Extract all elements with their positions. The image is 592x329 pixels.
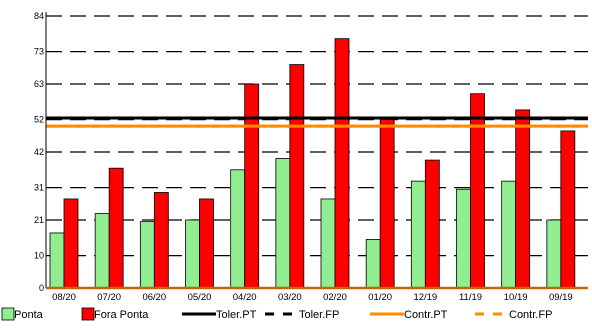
legend-label: Contr.FP xyxy=(509,309,552,321)
bar-fora-ponta xyxy=(334,38,350,289)
bar-fora-ponta xyxy=(424,159,440,289)
x-tick-label: 03/20 xyxy=(278,292,302,303)
y-tick-label: 21 xyxy=(34,215,44,225)
bar-fora-ponta xyxy=(244,83,260,289)
bar-fora-ponta xyxy=(470,93,485,289)
x-tick-label: 02/20 xyxy=(323,292,347,303)
bar-ponta xyxy=(139,221,155,289)
bar-ponta xyxy=(456,188,471,289)
x-tick-label: 09/19 xyxy=(549,292,573,303)
x-tick-label: 01/20 xyxy=(368,292,392,303)
legend-swatch xyxy=(81,307,95,321)
y-tick-label: 42 xyxy=(34,147,44,157)
x-tick-label: 11/19 xyxy=(459,292,482,303)
bar-ponta xyxy=(94,213,110,289)
y-tick-label: 63 xyxy=(34,79,44,89)
bar-ponta xyxy=(410,180,426,289)
bar-ponta xyxy=(546,219,562,289)
x-tick-label: 08/20 xyxy=(52,292,76,303)
y-tick-label: 52 xyxy=(34,115,44,125)
y-tick-label: 73 xyxy=(34,47,44,57)
bar-fora-ponta xyxy=(560,130,576,289)
x-tick-label: 07/20 xyxy=(97,292,121,303)
x-tick-label: 12/19 xyxy=(413,292,437,303)
legend-label: Toler.FP xyxy=(299,309,339,321)
bar-fora-ponta xyxy=(63,198,79,289)
bar-fora-ponta xyxy=(199,198,214,289)
x-tick-label: 06/20 xyxy=(142,292,166,303)
legend-label: Ponta xyxy=(14,309,44,321)
y-tick-label: 84 xyxy=(34,11,44,21)
y-tick-label: 0 xyxy=(39,283,44,293)
bar-ponta xyxy=(275,158,291,289)
bar-fora-ponta xyxy=(108,167,124,289)
bar-fora-ponta xyxy=(153,192,169,289)
bar-ponta xyxy=(185,219,200,289)
bar-fora-ponta xyxy=(289,64,305,289)
bar-ponta xyxy=(501,180,517,289)
x-tick-label: 10/19 xyxy=(504,292,528,303)
bar-ponta xyxy=(320,198,336,289)
y-tick-label: 31 xyxy=(34,183,44,193)
legend-swatch xyxy=(1,307,15,321)
legend-label: Fora Ponta xyxy=(94,309,149,321)
x-tick-label: 05/20 xyxy=(188,292,212,303)
legend-label: Toler.PT xyxy=(216,309,257,321)
bar-fora-ponta xyxy=(379,119,395,289)
bar-ponta xyxy=(49,232,65,289)
bar-fora-ponta xyxy=(515,109,531,289)
x-tick-label: 04/20 xyxy=(233,292,257,303)
bar-ponta xyxy=(365,239,381,289)
bar-ponta xyxy=(230,169,246,289)
y-tick-label: 10 xyxy=(34,251,44,261)
legend-label: Contr.PT xyxy=(404,309,448,321)
